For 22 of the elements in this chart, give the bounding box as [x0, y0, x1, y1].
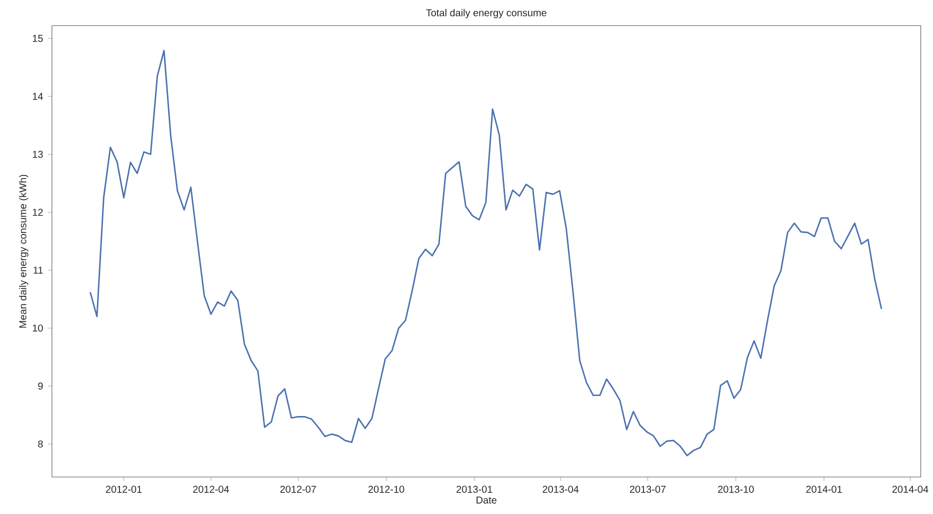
y-tick-label: 14 [32, 92, 43, 100]
x-tick-label: 2013-07 [630, 486, 666, 493]
y-axis-title: Mean daily energy consume (kWh) [19, 174, 28, 328]
chart-title: Total daily energy consume [426, 8, 546, 18]
y-tick-label: 9 [38, 382, 43, 390]
x-tick-label: 2014-04 [892, 486, 928, 493]
x-axis-title: Date [476, 496, 496, 504]
y-tick-label: 13 [32, 150, 43, 158]
x-tick-label: 2012-01 [106, 486, 142, 493]
y-tick-label: 11 [34, 266, 43, 274]
y-tick-label: 10 [32, 324, 43, 332]
x-tick-label: 2013-01 [456, 486, 492, 493]
x-tick-label: 2012-07 [280, 486, 316, 493]
y-tick-label: 15 [32, 34, 43, 42]
y-tick-label: 12 [32, 208, 43, 216]
x-tick-label: 2013-10 [718, 486, 754, 493]
x-tick-label: 2013-04 [542, 486, 579, 493]
y-tick-label: 8 [38, 440, 43, 448]
x-tick-label: 2012-10 [368, 486, 404, 493]
x-tick-label: 2014-01 [806, 486, 842, 493]
line-series [90, 50, 882, 456]
x-tick-label: 2012-04 [193, 486, 229, 493]
